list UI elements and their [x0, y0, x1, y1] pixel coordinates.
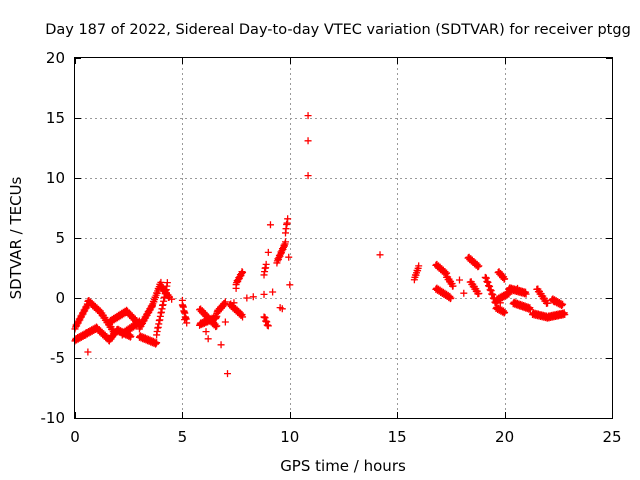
data-point [239, 269, 247, 277]
data-point [304, 112, 312, 120]
y-tick-label: 10 [46, 169, 65, 187]
data-point [513, 284, 521, 292]
data-point [304, 172, 312, 180]
data-point [278, 305, 286, 313]
data-point [449, 282, 457, 290]
data-point [181, 316, 189, 324]
chart-title: Day 187 of 2022, Sidereal Day-to-day VTE… [45, 22, 631, 38]
data-point [415, 262, 423, 270]
y-tick-label: -10 [41, 409, 66, 427]
data-point [496, 299, 504, 307]
data-point [264, 322, 272, 330]
data-point [213, 322, 221, 330]
data-point [455, 276, 463, 284]
data-point [501, 275, 509, 283]
data-point [163, 279, 171, 287]
x-tick-label: 20 [495, 428, 514, 446]
data-point [559, 300, 567, 308]
data-point [285, 253, 293, 261]
data-points [71, 112, 569, 378]
y-tick-label: 20 [46, 49, 65, 67]
data-point [282, 238, 290, 246]
data-point [230, 299, 238, 307]
data-point [84, 348, 92, 356]
data-point [526, 306, 534, 314]
data-point [204, 335, 212, 343]
data-point [501, 308, 509, 316]
axis-ticks: 0 5 10 15 20 25 -10 -5 0 5 10 15 20 [41, 49, 622, 446]
data-point [153, 339, 161, 347]
data-point [475, 262, 483, 270]
data-point [264, 248, 272, 256]
data-point [284, 215, 292, 223]
data-point [224, 370, 232, 378]
data-point [304, 137, 312, 145]
data-point [522, 290, 530, 298]
data-point [269, 288, 277, 296]
data-point [232, 284, 240, 292]
x-tick-label: 15 [388, 428, 407, 446]
y-axis-label: SDTVAR / TECUs [7, 176, 25, 299]
data-point [286, 281, 294, 289]
data-point [550, 298, 558, 306]
data-point [460, 289, 468, 297]
data-point [239, 313, 247, 321]
data-point [221, 298, 229, 306]
data-point [178, 296, 186, 304]
data-point [266, 221, 274, 229]
x-tick-label: 25 [602, 428, 621, 446]
x-axis-label: GPS time / hours [280, 457, 406, 475]
plot-frame [74, 57, 613, 419]
y-tick-label: 15 [46, 109, 65, 127]
x-tick-label: 0 [70, 428, 80, 446]
x-tick-label: 10 [280, 428, 299, 446]
data-point [376, 251, 384, 259]
data-point [475, 289, 483, 297]
data-point [262, 260, 270, 268]
data-point [243, 294, 251, 302]
data-point [447, 294, 455, 302]
grid [75, 58, 612, 418]
data-point [168, 295, 176, 303]
y-tick-label: -5 [50, 349, 65, 367]
data-point [561, 311, 569, 319]
data-point [221, 318, 229, 326]
data-point [234, 307, 242, 315]
data-point [202, 328, 210, 336]
data-point [544, 299, 552, 307]
x-tick-label: 5 [178, 428, 188, 446]
y-tick-label: 5 [55, 229, 65, 247]
data-point [249, 293, 257, 301]
data-point [163, 292, 171, 300]
data-point [217, 341, 225, 349]
data-point [260, 290, 268, 298]
y-tick-label: 0 [55, 289, 65, 307]
data-point [127, 332, 135, 340]
